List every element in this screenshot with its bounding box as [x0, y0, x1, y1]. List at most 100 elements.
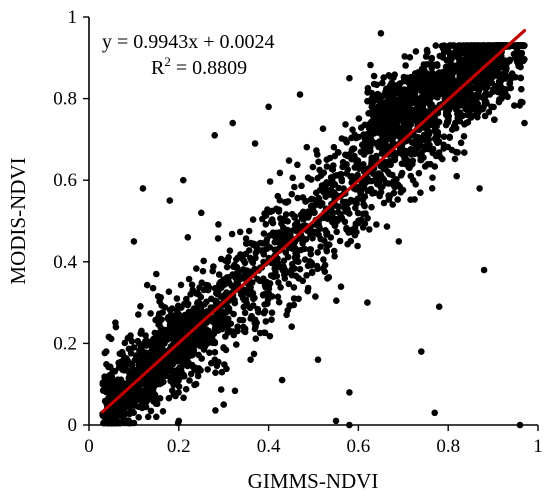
data-point — [211, 132, 218, 139]
data-point — [215, 221, 222, 228]
data-point — [159, 408, 167, 415]
data-point — [147, 310, 154, 317]
data-point — [250, 350, 258, 358]
data-point — [380, 112, 388, 120]
data-point — [111, 368, 119, 375]
data-point — [245, 247, 253, 254]
data-point — [149, 389, 156, 397]
data-point — [247, 315, 254, 322]
data-point — [343, 161, 350, 168]
data-point — [476, 83, 483, 90]
data-point — [307, 250, 315, 258]
data-point — [184, 234, 192, 241]
data-point — [302, 197, 310, 205]
data-point — [233, 264, 240, 272]
data-point — [350, 145, 358, 152]
data-point — [178, 364, 185, 371]
data-point — [175, 417, 183, 425]
data-point — [439, 155, 446, 163]
data-point — [418, 348, 425, 355]
data-point — [368, 103, 376, 110]
data-point — [304, 174, 312, 181]
data-point — [466, 70, 474, 78]
data-point — [364, 214, 371, 222]
data-point — [292, 227, 300, 234]
data-point — [252, 254, 259, 262]
data-point — [264, 296, 272, 304]
data-point — [230, 331, 238, 339]
data-point — [252, 249, 260, 257]
data-point — [393, 130, 401, 138]
data-point — [240, 287, 248, 295]
data-point — [178, 342, 185, 350]
data-point — [337, 170, 344, 178]
data-point — [321, 268, 329, 276]
data-point — [344, 152, 351, 160]
data-point — [314, 199, 321, 207]
data-point — [333, 297, 340, 305]
data-point — [189, 363, 197, 371]
data-point — [221, 361, 228, 368]
data-point — [231, 387, 239, 395]
data-point — [518, 85, 525, 93]
data-point — [194, 368, 202, 375]
data-point — [141, 389, 148, 396]
data-point — [138, 327, 145, 335]
data-point — [156, 395, 164, 402]
data-point — [172, 320, 179, 328]
data-point — [140, 359, 147, 367]
data-point — [495, 78, 503, 85]
data-point — [262, 318, 270, 325]
data-point — [208, 295, 215, 303]
data-point — [303, 272, 310, 279]
data-point — [135, 340, 143, 347]
y-axis-title: MODIS-NDVI — [6, 157, 30, 284]
data-point — [169, 387, 176, 394]
data-point — [277, 284, 284, 291]
data-point — [338, 214, 346, 222]
data-point — [150, 335, 157, 343]
data-point — [175, 383, 183, 390]
data-point — [361, 166, 369, 173]
data-point — [241, 325, 249, 333]
data-point — [214, 290, 221, 298]
data-point — [302, 236, 310, 243]
data-point — [144, 413, 152, 421]
data-point — [368, 203, 375, 211]
data-point — [327, 234, 335, 241]
data-point — [220, 401, 227, 408]
data-point — [146, 381, 153, 388]
data-point — [440, 141, 447, 149]
data-point — [364, 131, 372, 138]
data-point — [360, 151, 368, 158]
data-point — [251, 140, 259, 147]
data-point — [266, 332, 274, 340]
data-point — [452, 63, 459, 70]
data-point — [282, 217, 290, 224]
data-point — [460, 42, 468, 49]
data-point — [277, 215, 284, 222]
data-point — [293, 252, 301, 260]
data-point — [413, 96, 421, 104]
data-point — [276, 169, 284, 177]
data-point — [424, 161, 431, 168]
data-point — [377, 162, 385, 170]
data-point — [313, 147, 320, 154]
data-point — [186, 377, 193, 384]
x-axis-title: GIMMS-NDVI — [248, 469, 379, 493]
data-point — [365, 110, 372, 117]
data-point — [461, 149, 468, 156]
data-point — [435, 149, 443, 156]
data-point — [310, 209, 318, 216]
data-point — [472, 98, 480, 105]
data-point — [158, 316, 165, 323]
data-point — [480, 95, 488, 103]
data-point — [212, 407, 219, 414]
y-tick-label: 0.4 — [53, 252, 77, 273]
data-point — [369, 190, 376, 197]
data-point — [122, 398, 130, 406]
data-point — [125, 417, 132, 424]
data-point — [213, 298, 220, 305]
data-point — [406, 98, 413, 106]
data-point — [326, 241, 333, 248]
